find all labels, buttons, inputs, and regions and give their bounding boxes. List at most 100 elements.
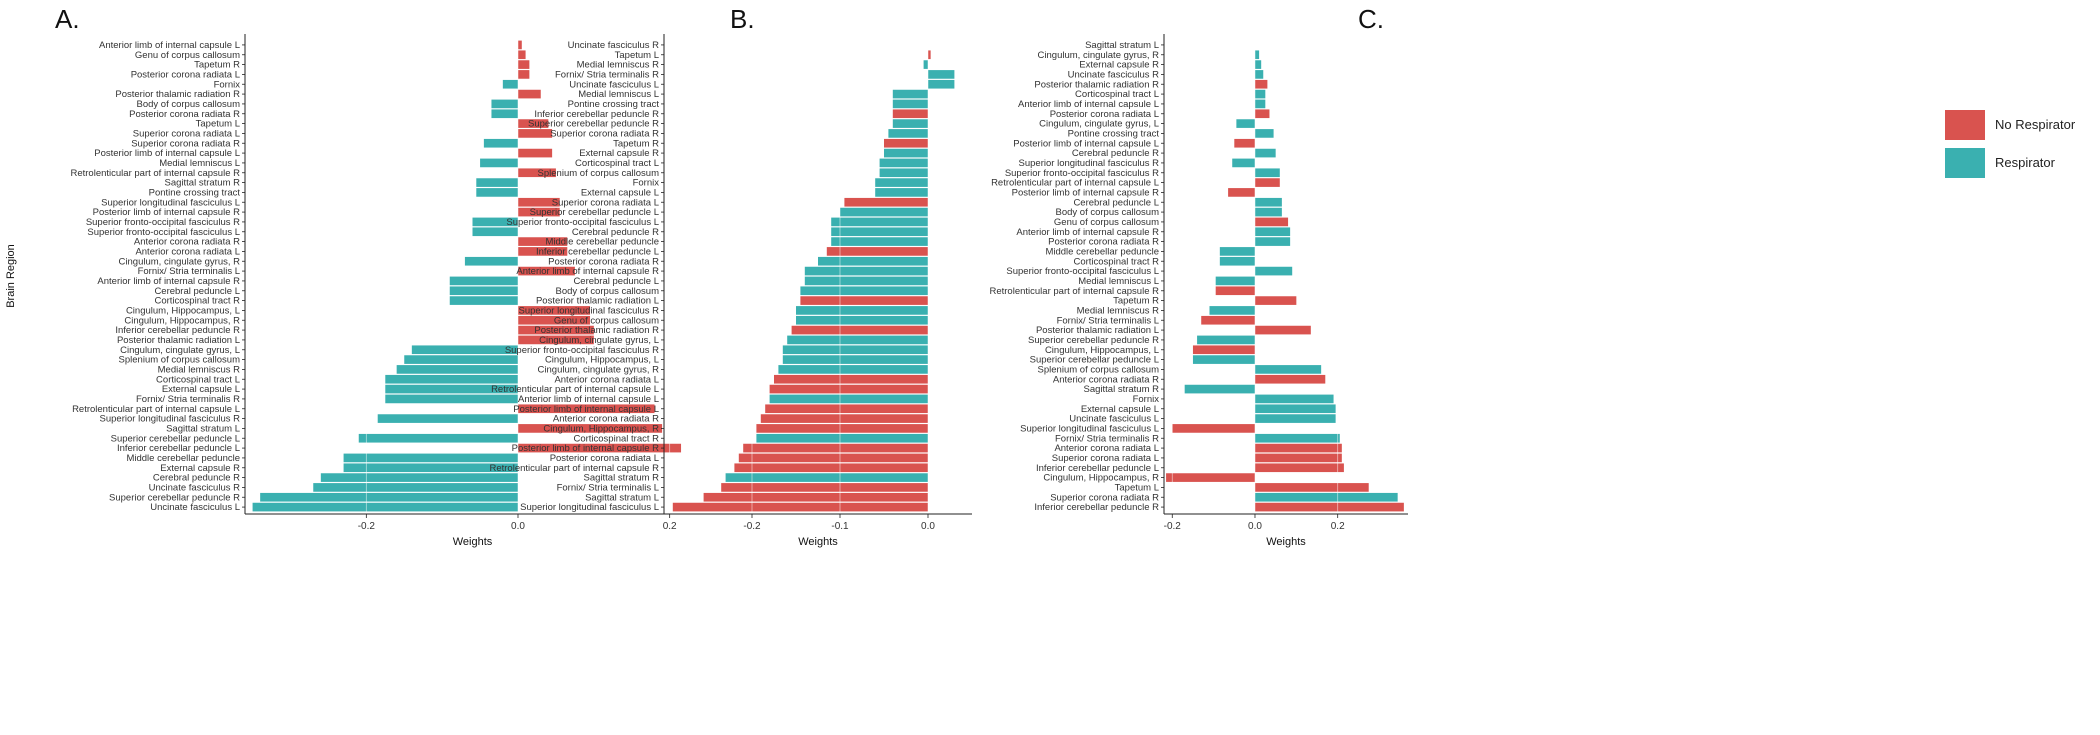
region-label: Tapetum R	[1113, 296, 1159, 307]
region-label: Sagittal stratum R	[584, 473, 660, 484]
bar-respirator	[818, 256, 928, 266]
bar-no-respirator	[884, 138, 928, 148]
region-label: Cerebral peduncle R	[153, 473, 240, 484]
region-label: Posterior corona radiata R	[1048, 237, 1159, 248]
bar-respirator	[385, 374, 518, 384]
bar-no-respirator	[826, 247, 928, 256]
region-label: Superior fronto-occipital fasciculus R	[1005, 168, 1159, 179]
region-label: Cingulum, Hippocampus, L	[126, 305, 240, 316]
region-label: Posterior limb of internal capsule L	[94, 148, 240, 159]
region-label: External capsule L	[1081, 404, 1159, 415]
bar-respirator	[756, 433, 928, 443]
region-label: Body of corpus callosum	[137, 99, 241, 110]
bar-no-respirator	[518, 89, 541, 99]
bar-no-respirator	[892, 109, 928, 119]
bar-no-respirator	[518, 50, 526, 60]
region-label: Posterior thalamic radiation R	[534, 325, 659, 336]
bar-respirator	[1197, 335, 1255, 345]
region-label: Anterior limb of internal capsule L	[518, 394, 659, 405]
region-label: Fornix/ Stria terminalis L	[557, 482, 659, 493]
region-label: External capsule R	[1079, 60, 1159, 71]
bar-no-respirator	[1201, 315, 1255, 325]
region-label: Corticospinal tract R	[573, 433, 659, 444]
region-label: Superior corona radiata R	[131, 138, 240, 149]
region-label: Superior longitudinal fasciculus R	[519, 305, 660, 316]
bar-respirator	[1254, 207, 1282, 217]
bar-no-respirator	[518, 40, 522, 50]
bar-respirator	[1215, 276, 1255, 286]
region-label: Corticospinal tract L	[1075, 89, 1159, 100]
x-tick-label: -0.2	[743, 521, 761, 532]
bar-respirator	[1254, 492, 1398, 502]
bar-no-respirator	[518, 424, 663, 433]
region-label: Posterior limb of internal capsule R	[93, 207, 240, 218]
region-label: Superior fronto-occipital fasciculus L	[1006, 266, 1159, 277]
x-axis-title: Weights	[1266, 536, 1306, 548]
region-label: Cerebral peduncle L	[1073, 197, 1159, 208]
bar-no-respirator	[765, 404, 928, 414]
region-label: Fornix/ Stria terminalis R	[555, 69, 659, 80]
region-label: Cingulum, Hippocampus, R	[543, 423, 659, 434]
bar-respirator	[252, 502, 519, 512]
region-label: Splenium of corpus callosum	[119, 355, 241, 366]
region-label: Cingulum, cingulate gyrus, R	[1038, 50, 1160, 61]
region-label: Inferior cerebellar peduncle L	[1036, 463, 1159, 474]
bar-respirator	[472, 217, 518, 227]
bar-respirator	[884, 148, 928, 158]
bar-respirator	[796, 306, 928, 315]
region-label: Uncinate fasciculus R	[149, 482, 240, 493]
x-axis-title: Weights	[453, 536, 493, 548]
bar-respirator	[1254, 168, 1280, 178]
bar-no-respirator	[1254, 296, 1297, 305]
panel-letter: C.	[1358, 4, 1384, 34]
region-label: Posterior thalamic radiation L	[536, 296, 659, 307]
region-label: Anterior corona radiata L	[1054, 443, 1159, 454]
x-tick-label: 0.0	[1248, 521, 1262, 532]
region-label: Retrolenticular part of internal capsule…	[70, 168, 240, 179]
bar-no-respirator	[518, 207, 560, 217]
bar-no-respirator	[518, 306, 591, 315]
region-label: External capsule R	[160, 463, 240, 474]
region-label: External capsule L	[581, 187, 659, 198]
region-label: Tapetum R	[194, 60, 240, 71]
bar-no-respirator	[1228, 188, 1255, 197]
region-label: Anterior corona radiata R	[1053, 374, 1159, 385]
bar-respirator	[1254, 227, 1291, 237]
bar-respirator	[892, 89, 928, 99]
region-label: Anterior corona radiata R	[134, 237, 240, 248]
region-label: Tapetum L	[196, 119, 240, 130]
region-label: Middle cerebellar peduncle	[1045, 246, 1159, 257]
bar-no-respirator	[518, 168, 556, 178]
bar-respirator	[804, 266, 928, 276]
bar-no-respirator	[518, 266, 575, 276]
bar-respirator	[725, 473, 928, 482]
bar-no-respirator	[518, 129, 553, 138]
region-label: Genu of corpus callosum	[554, 315, 659, 326]
bar-respirator	[892, 99, 928, 109]
region-label: Anterior limb of internal capsule R	[97, 276, 240, 287]
region-label: Medial lemniscus L	[578, 89, 659, 100]
region-label: Superior longitudinal fasciculus L	[101, 197, 240, 208]
region-label: Fornix/ Stria terminalis L	[138, 266, 240, 277]
bar-respirator	[800, 286, 928, 296]
bar-respirator	[491, 99, 518, 109]
bar-no-respirator	[760, 414, 928, 423]
bar-no-respirator	[703, 492, 928, 502]
bar-respirator	[831, 217, 928, 227]
bar-no-respirator	[518, 197, 560, 207]
bar-respirator	[1254, 129, 1274, 138]
region-label: Corticospinal tract L	[575, 158, 659, 169]
bar-respirator	[875, 188, 928, 197]
bar-respirator	[782, 355, 928, 364]
bar-respirator	[1254, 197, 1282, 207]
bar-no-respirator	[1254, 463, 1344, 473]
legend-label: No Respirator	[1995, 117, 2076, 132]
region-label: Posterior limb of internal capsule R	[512, 443, 659, 454]
region-label: Superior corona radiata L	[552, 197, 659, 208]
region-label: Cingulum, cingulate gyrus, R	[538, 364, 660, 375]
bar-respirator	[1209, 306, 1255, 315]
x-tick-label: -0.2	[358, 521, 376, 532]
region-label: Tapetum L	[615, 50, 659, 61]
region-label: Fornix	[1133, 394, 1160, 405]
bar-respirator	[804, 276, 928, 286]
